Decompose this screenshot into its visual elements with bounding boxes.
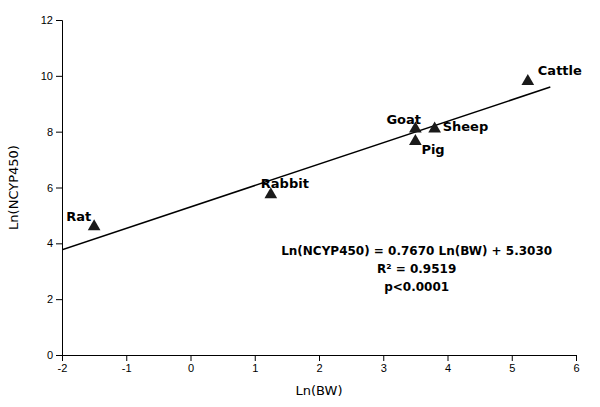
marks [62, 74, 550, 250]
tick: 0 [47, 349, 62, 361]
tick: -1 [122, 355, 132, 374]
chart: -2-10123456024681012RatRabbitGoatPigShee… [0, 0, 600, 407]
tick: 2 [47, 293, 62, 305]
annotation: Ln(NCYP450) = 0.7670 Ln(BW) + 5.3030 [281, 244, 552, 258]
tick: 0 [188, 355, 194, 374]
point-label: Rabbit [261, 176, 309, 191]
tick-mark [56, 76, 62, 77]
tick-label: 8 [47, 126, 53, 138]
point-label: Rat [66, 209, 91, 224]
y-axis: 0 2 4 6 8 10 12 [41, 14, 63, 361]
tick-mark [191, 355, 192, 361]
tick-label: 2 [316, 362, 322, 374]
tick-mark [56, 243, 62, 244]
tick: 12 [41, 14, 62, 26]
tick-label: 0 [188, 362, 194, 374]
regression-line [62, 87, 550, 250]
tick-mark [56, 132, 62, 133]
tick-mark [56, 20, 62, 21]
tick: 5 [509, 355, 515, 374]
axis-line [63, 356, 577, 362]
tick-mark [56, 299, 62, 300]
tick: -2 [58, 355, 68, 374]
annotation: R² = 0.9519 [377, 262, 456, 276]
tick-mark [56, 188, 62, 189]
tick: 6 [573, 355, 579, 374]
tick-label: 6 [573, 362, 579, 374]
tick: 3 [381, 355, 387, 374]
tick-mark [383, 355, 384, 361]
tick-mark [448, 355, 449, 361]
tick-mark [56, 355, 62, 356]
point [521, 74, 534, 85]
point-label: Sheep [443, 119, 489, 134]
tick-label: -1 [122, 362, 132, 374]
tick-label: 6 [47, 182, 53, 194]
tick-label: 3 [381, 362, 387, 374]
point [428, 122, 441, 133]
tick-mark [126, 355, 127, 361]
tick-label: 12 [41, 14, 53, 26]
tick-label: 5 [509, 362, 515, 374]
tick-mark [512, 355, 513, 361]
y-axis-title: Ln(NCYP450) [6, 145, 21, 230]
tick-mark [319, 355, 320, 361]
plot: -2-10123456024681012RatRabbitGoatPigShee… [41, 14, 582, 374]
point-label: Goat [386, 112, 421, 127]
annotations: Ln(NCYP450) = 0.7670 Ln(BW) + 5.3030 R² =… [281, 244, 552, 294]
tick-label: 0 [47, 349, 53, 361]
tick-label: -2 [58, 362, 68, 374]
tick-mark [255, 355, 256, 361]
tick-mark [576, 355, 577, 361]
x-axis-title: Ln(BW) [296, 383, 343, 398]
point-labels: Rat Rabbit GoatPig Sheep Cattle [66, 63, 582, 223]
point-label: Pig [421, 142, 444, 157]
tick-label: 10 [41, 70, 53, 82]
tick: 1 [252, 355, 258, 374]
tick-label: 4 [445, 362, 451, 374]
tick: 10 [41, 70, 62, 82]
tick: 6 [47, 182, 62, 194]
tick: 4 [47, 237, 62, 249]
tick: 2 [316, 355, 322, 374]
tick-label: 2 [47, 293, 53, 305]
point-label: Cattle [538, 63, 582, 78]
tick-label: 1 [252, 362, 258, 374]
axis-line [56, 21, 63, 356]
tick-label: 4 [47, 237, 53, 249]
tick: 8 [47, 126, 62, 138]
annotation: p<0.0001 [384, 280, 449, 294]
x-axis: -2 -1 0 1 2 3 4 5 6 [58, 355, 580, 374]
tick: 4 [445, 355, 451, 374]
point [409, 134, 422, 145]
